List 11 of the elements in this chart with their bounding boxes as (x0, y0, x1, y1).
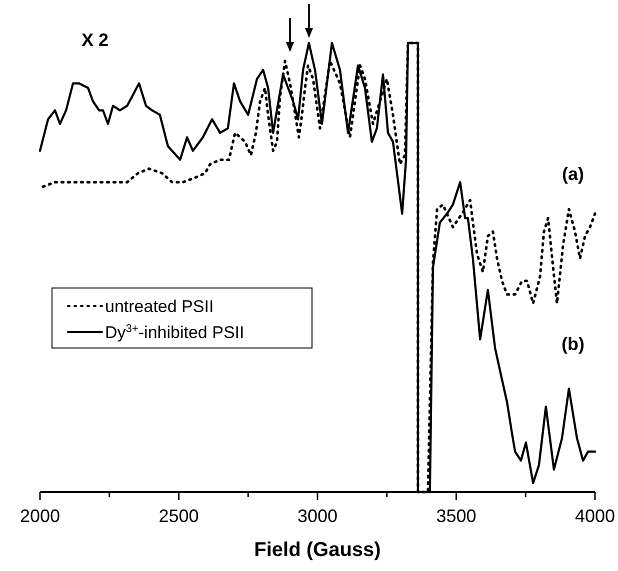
annotation: (a) (562, 164, 584, 184)
x-tick-label: 3000 (297, 506, 338, 526)
legend-label: untreated PSII (105, 297, 214, 316)
x-axis-title: Field (Gauss) (254, 539, 381, 561)
x-tick-label: 2500 (158, 506, 199, 526)
annotation: X 2 (81, 30, 109, 50)
x-tick-label: 2000 (20, 506, 60, 526)
annotation: (b) (562, 334, 584, 354)
x-tick-label: 3500 (436, 506, 476, 526)
legend-label: Dy$^{3+}$-inhibited PSII (105, 323, 244, 342)
x-tick-label: 4000 (574, 506, 616, 526)
